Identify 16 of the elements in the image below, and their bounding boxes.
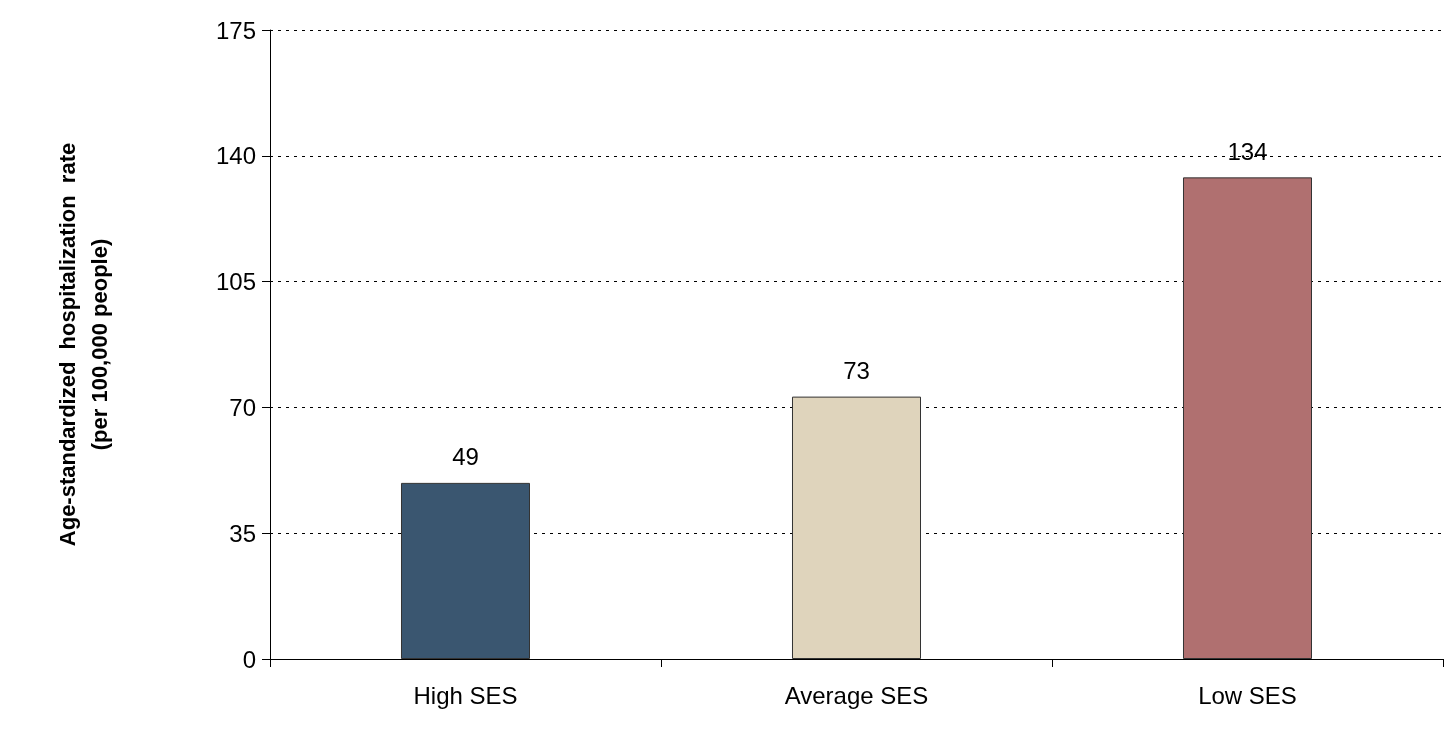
x-tick-label: Average SES [784, 681, 929, 709]
y-tick-label: 175 [215, 16, 256, 44]
y-tick-label: 35 [229, 519, 256, 547]
y-tick-label: 0 [242, 645, 256, 673]
data-label: 49 [452, 443, 479, 471]
y-tick-label: 105 [215, 268, 256, 296]
bar [791, 396, 922, 659]
x-tick-label: High SES [413, 681, 518, 709]
data-label: 134 [1227, 137, 1268, 165]
x-tick-label: Low SES [1198, 681, 1297, 709]
bar [1182, 177, 1313, 659]
y-tick-label: 140 [215, 142, 256, 170]
bar [400, 482, 531, 659]
data-label: 73 [843, 357, 870, 385]
y-tick-label: 70 [229, 393, 256, 421]
y-axis-title: Age-standardized hospitalization rate (per 100,000 people) [54, 142, 112, 547]
